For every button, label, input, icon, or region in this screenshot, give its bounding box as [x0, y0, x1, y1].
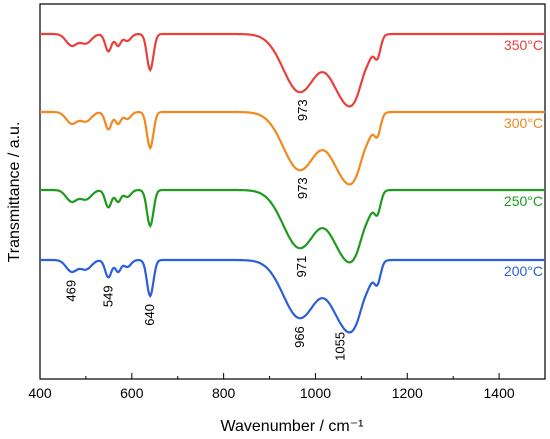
- series-line-350C: [40, 32, 545, 108]
- series-label: 350°C: [504, 37, 543, 53]
- y-axis-label: Transmittance / a.u.: [6, 122, 23, 263]
- x-tick-label: 600: [120, 385, 144, 401]
- series-line-200C: [40, 258, 545, 334]
- x-tick-label: 800: [212, 385, 236, 401]
- plot-frame: [39, 3, 546, 380]
- series-line-250C: [40, 188, 545, 264]
- peak-label: 973: [295, 177, 310, 199]
- peak-label: 966: [292, 326, 307, 348]
- series-label: 250°C: [504, 193, 543, 209]
- peak-label: 469: [64, 280, 79, 302]
- peak-label: 549: [100, 285, 115, 307]
- series-group: 350°C 300°C 250°C 200°C: [40, 32, 545, 334]
- peak-label: 973: [295, 99, 310, 121]
- x-axis-label: Wavenumber / cm⁻¹: [221, 418, 364, 435]
- series-label: 200°C: [504, 263, 543, 279]
- peak-label: 1055: [333, 332, 348, 361]
- x-tick-label: 1200: [392, 385, 423, 401]
- peak-label: 640: [142, 304, 157, 326]
- x-tick-label: 1000: [300, 385, 331, 401]
- x-axis-ticks: 400 600 800 1000 1200 1400: [28, 373, 515, 401]
- x-tick-label: 400: [28, 385, 52, 401]
- series-line-300C: [40, 110, 545, 186]
- peak-annotations: 973 973 971 469 549 640 966 1055: [64, 99, 348, 360]
- peak-label: 971: [294, 256, 309, 278]
- series-label: 300°C: [504, 115, 543, 131]
- x-tick-label: 1400: [484, 385, 515, 401]
